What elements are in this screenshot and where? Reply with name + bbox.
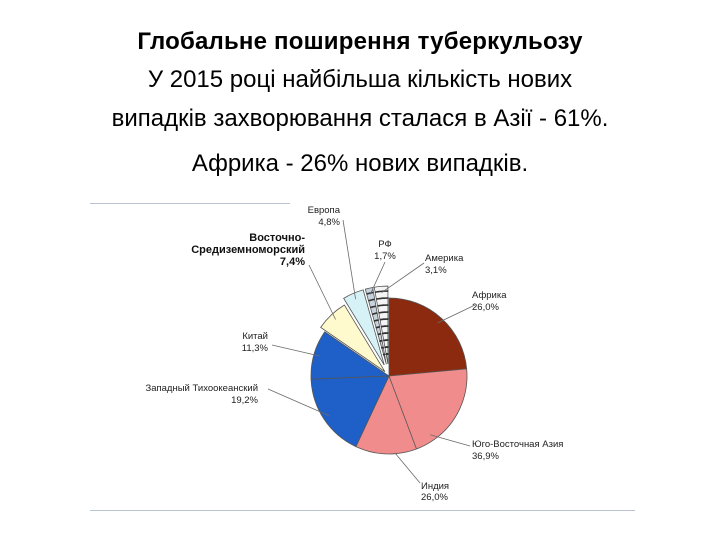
pie-slice-1 <box>355 368 468 455</box>
text-line-2: випадків захворювання сталася в Азії - 6… <box>111 105 609 132</box>
slice-label-value-5: 4,8% <box>318 217 340 228</box>
leader-line-3 <box>271 344 321 357</box>
subslice-label-name: Индия <box>421 481 449 492</box>
leader-line-6 <box>369 261 386 295</box>
slice-texture-dot <box>372 298 375 301</box>
slice-texture-dot <box>380 339 383 342</box>
slice-label-name-4: Восточно- <box>249 232 305 244</box>
slice-texture-dot <box>386 304 389 306</box>
slice-texture-dot <box>387 353 389 355</box>
slice-label-name-2: Западный Тихоокеанский <box>145 383 258 394</box>
slice-label-name-5: Европа <box>308 205 341 216</box>
india-subslice-divider <box>388 375 417 450</box>
slice-texture-dot <box>380 290 382 293</box>
leader-line-4 <box>308 264 336 320</box>
slice-texture-dot <box>386 325 389 327</box>
slice-label-value-1: 36,9% <box>472 451 499 462</box>
slice-label-value-0: 26,0% <box>472 302 499 313</box>
subslice-label-value: 26,0% <box>421 492 448 503</box>
pie-slice-2 <box>310 375 390 448</box>
text-line-1: У 2015 році найбільша кількість нових <box>147 66 573 93</box>
slice-label-value-6: 1,7% <box>374 251 396 262</box>
slice-texture-dot <box>376 319 379 321</box>
divider-bottom <box>90 510 635 511</box>
leader-line-5 <box>342 219 356 300</box>
leader-line-7 <box>381 262 425 293</box>
slice-texture-dot <box>378 326 380 328</box>
slide-title: Глобальне поширення туберкульозу <box>137 28 583 55</box>
slice-texture-dot <box>382 346 384 349</box>
slice-texture-dot <box>383 353 386 356</box>
slice-texture-dot <box>386 318 389 320</box>
slice-texture-dot <box>386 311 389 313</box>
text-line-3: Африка - 26% нових випадків. <box>191 150 529 177</box>
slice-texture-dot <box>375 312 378 315</box>
slice-label-name-4: Средиземноморский <box>191 244 305 256</box>
slice-texture-dot <box>374 305 376 308</box>
slice-texture-dot <box>386 297 389 299</box>
slice-texture-dot <box>379 333 382 335</box>
slice-label-value-7: 3,1% <box>425 265 447 276</box>
slice-label-value-2: 19,2% <box>231 395 258 406</box>
slice-texture-dot <box>376 290 378 293</box>
leader-line-2 <box>267 388 330 417</box>
slice-texture-dot <box>371 291 374 294</box>
leader-line-0 <box>437 304 476 324</box>
slice-label-name-7: Америка <box>425 253 464 264</box>
leader-line-india <box>394 452 421 484</box>
leader-line-1 <box>430 434 471 447</box>
slice-label-name-6: РФ <box>378 239 391 250</box>
slice-texture-dot <box>386 332 389 334</box>
slice-label-value-3: 11,3% <box>242 343 269 354</box>
pie-slice-4 <box>320 304 386 372</box>
slice-texture-dot <box>387 346 389 348</box>
pie-slice-5 <box>343 289 385 366</box>
slice-texture-dot <box>378 290 381 293</box>
pie-slice-0 <box>388 297 468 377</box>
slice-texture-dot <box>377 290 380 293</box>
slice-texture-dot <box>385 290 388 292</box>
divider-top <box>90 203 290 204</box>
slice-label-name-1: Юго-Восточная Азия <box>472 439 563 450</box>
slice-label-name-3: Китай <box>242 331 268 342</box>
slice-texture-dot <box>386 290 389 292</box>
slice-texture-dot <box>386 339 389 341</box>
slice-label-value-4: 7,4% <box>280 256 305 268</box>
slice-label-name-0: Африка <box>472 290 507 301</box>
